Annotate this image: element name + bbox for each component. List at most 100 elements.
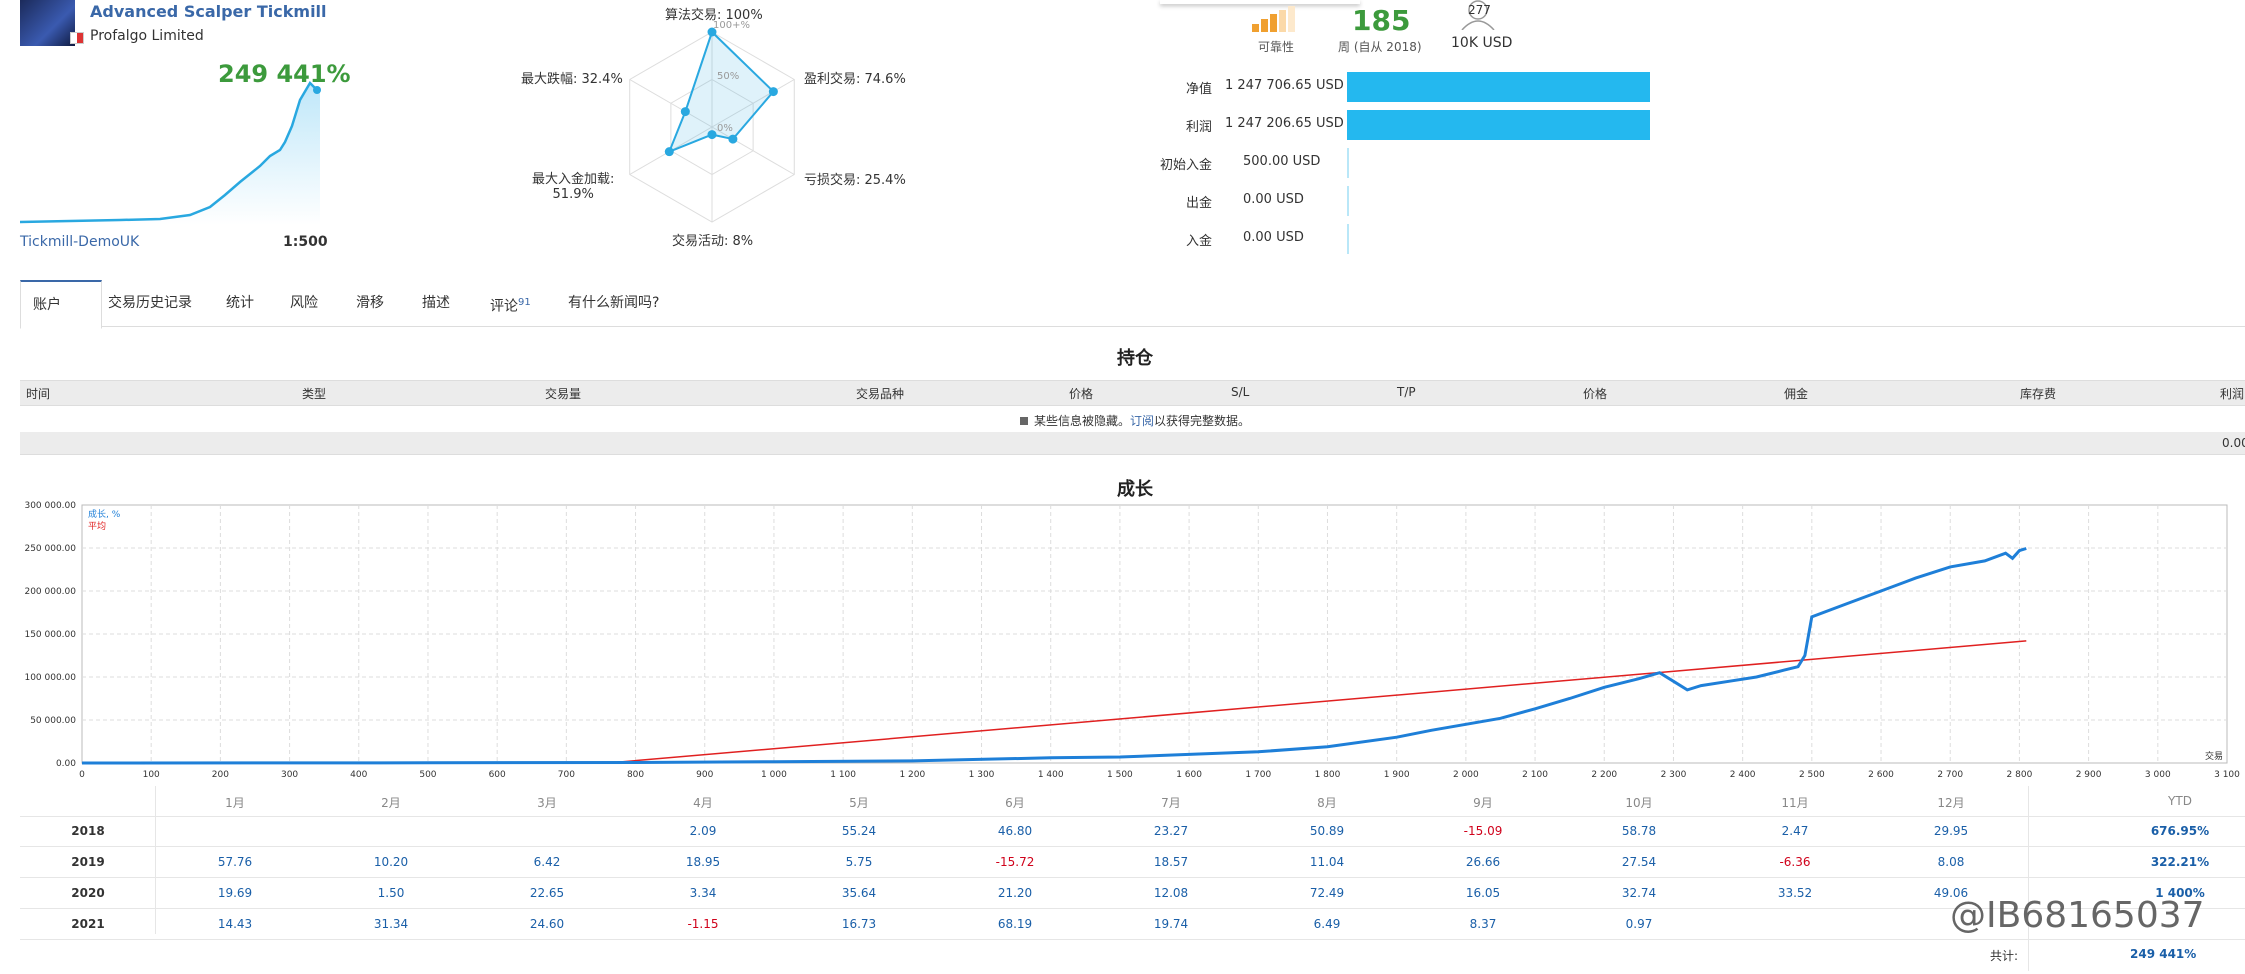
month-header: 8月	[1317, 796, 1337, 810]
tooltip-edge	[1160, 0, 1360, 4]
legend-growth: 成长, %	[88, 508, 121, 520]
x-tick-label: 2 800	[2007, 770, 2033, 780]
positions-total-row: 0.00	[20, 432, 2245, 455]
x-tick-label: 1 700	[1245, 770, 1271, 780]
month-return: 2.09	[689, 824, 717, 838]
signal-title[interactable]: Advanced Scalper Tickmill	[90, 2, 327, 21]
month-header: 7月	[1161, 796, 1181, 810]
month-return: 55.24	[841, 824, 877, 838]
y-tick-label: 300 000.00	[24, 501, 76, 511]
month-return: 16.05	[1465, 886, 1501, 900]
tab-risks[interactable]: 风险	[290, 295, 318, 311]
col-price-open: 价格	[1069, 387, 1094, 401]
x-tick-label: 1 600	[1176, 770, 1202, 780]
radar-label-activity: 交易活动: 8%	[672, 234, 754, 249]
month-return: 5.75	[845, 855, 873, 869]
months-header: 1月 2月 3月 4月 5月 6月 7月 8月 9月 10月 11月 12月 YTD	[20, 786, 2245, 817]
radar-label-drawdown: 最大跌幅: 32.4%	[521, 72, 623, 87]
x-tick-label: 2 900	[2076, 770, 2102, 780]
watermark: @IB68165037	[1950, 895, 2205, 936]
subscribers-funds: 10K USD	[1451, 35, 1513, 51]
month-return: 68.19	[997, 917, 1033, 931]
month-return: 12.08	[1153, 886, 1189, 900]
x-tick-label: 1 500	[1107, 770, 1133, 780]
balance-label: 利润	[1185, 120, 1212, 135]
radar-ring-50: 50%	[717, 71, 739, 82]
x-tick-label: 2 100	[1522, 770, 1548, 780]
year-row: 2019 57.76 10.20 6.42 18.95 5.75 -15.72 18.57 11…	[20, 847, 2245, 878]
ytd-value: 676.95%	[2150, 824, 2210, 838]
radar-point-max_deposit_load[interactable]	[664, 147, 674, 157]
month-return: 18.57	[1153, 855, 1189, 869]
tab-history[interactable]: 交易历史记录	[108, 295, 192, 311]
tab-slippage[interactable]: 滑移	[356, 295, 384, 311]
balance-bar	[1347, 186, 1349, 216]
month-return: 6.49	[1313, 917, 1341, 931]
balance-label: 净值	[1185, 82, 1212, 97]
month-header: 1月	[225, 796, 245, 810]
month-header: 12月	[1937, 796, 1965, 810]
month-return: -15.72	[995, 855, 1035, 869]
x-tick-label: 1 900	[1384, 770, 1410, 780]
tab-account[interactable]: 账户	[20, 280, 102, 329]
radar-point-loss_trades[interactable]	[728, 134, 738, 144]
x-tick-label: 100	[143, 770, 160, 780]
mini-growth-chart	[20, 80, 321, 225]
radar-point-algo[interactable]	[707, 27, 717, 37]
radar-label-profit: 盈利交易: 74.6%	[804, 72, 906, 87]
x-tick-label: 700	[558, 770, 575, 780]
month-return: 19.69	[217, 886, 253, 900]
x-tick-label: 2 200	[1591, 770, 1617, 780]
month-return: 21.20	[997, 886, 1033, 900]
leverage-value: 1:500	[283, 234, 328, 250]
tab-bar: 账户 交易历史记录 统计 风险 滑移 描述 评论91 有什么新闻吗?	[20, 280, 2245, 329]
month-return: 19.74	[1153, 917, 1189, 931]
balance-value: 500.00 USD	[1243, 154, 1321, 169]
year-row: 2020 19.69 1.50 22.65 3.34 35.64 21.20 12.08 72.…	[20, 878, 2245, 909]
month-return: 18.95	[685, 855, 721, 869]
radar-point-max_drawdown[interactable]	[680, 107, 690, 117]
x-tick-label: 2 300	[1661, 770, 1687, 780]
x-tick-label: 1 000	[761, 770, 787, 780]
month-return: 8.08	[1937, 855, 1965, 869]
column-divider	[2028, 786, 2029, 971]
col-price: 价格	[1583, 387, 1608, 401]
tab-description[interactable]: 描述	[422, 295, 450, 311]
month-header: 6月	[1005, 796, 1025, 810]
tab-news[interactable]: 有什么新闻吗?	[568, 295, 660, 311]
balance-value: 1 247 206.65 USD	[1225, 116, 1344, 131]
col-symbol: 交易品种	[856, 387, 905, 401]
column-divider	[155, 786, 156, 934]
radar-axis	[711, 79, 795, 128]
tab-statistics[interactable]: 统计	[226, 295, 254, 311]
x-axis-label: 交易	[2205, 750, 2223, 762]
signal-avatar[interactable]	[20, 0, 75, 46]
x-tick-label: 1 800	[1315, 770, 1341, 780]
month-return: 10.20	[373, 855, 409, 869]
balance-label: 出金	[1185, 196, 1212, 211]
reliability-icon	[1252, 6, 1295, 32]
growth-chart: 0 100 200 300 400 500 600 700 800 900 1 000 1 100 1 …	[24, 501, 2240, 780]
tab-reviews[interactable]: 评论91	[490, 297, 531, 315]
radar-point-profit_trades[interactable]	[768, 87, 778, 97]
subscribe-link[interactable]: 订阅	[1130, 414, 1155, 428]
radar-label-deposit-load: 最大入金加载: 51.9%	[532, 172, 615, 202]
broker-link[interactable]: Tickmill-DemoUK	[20, 234, 140, 250]
x-tick-label: 1 100	[830, 770, 856, 780]
x-tick-label: 2 500	[1799, 770, 1825, 780]
radar-label-loss: 亏损交易: 25.4%	[804, 173, 906, 188]
series-line	[607, 640, 2027, 764]
month-return: 27.54	[1621, 855, 1657, 869]
balance-value: 0.00 USD	[1243, 230, 1304, 245]
x-tick-label: 400	[350, 770, 367, 780]
balance-value: 0.00 USD	[1243, 192, 1304, 207]
radar-chart: 100+% 50% 0%	[629, 20, 795, 223]
company-name[interactable]: Profalgo Limited	[90, 28, 204, 44]
y-tick-label: 150 000.00	[24, 630, 76, 640]
month-return: 57.76	[217, 855, 253, 869]
radar-point-activity[interactable]	[707, 130, 717, 140]
month-header: 11月	[1781, 796, 1809, 810]
col-tp: T/P	[1397, 385, 1416, 399]
radar-axis	[629, 79, 713, 128]
info-square-icon	[1020, 417, 1028, 425]
